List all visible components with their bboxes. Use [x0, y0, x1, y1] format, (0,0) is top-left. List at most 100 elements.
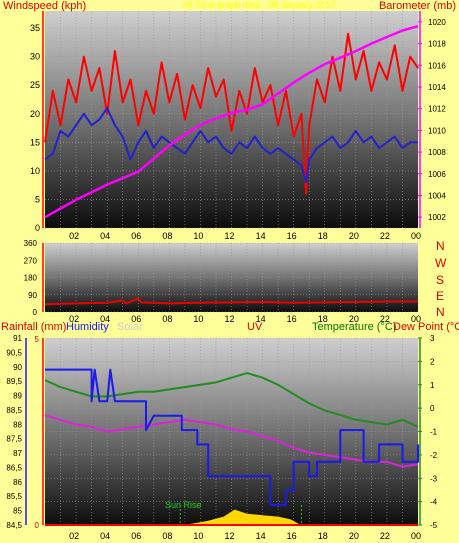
direction-tick-label: 0 [33, 308, 38, 317]
temperature-tick-label: 2 [430, 357, 435, 366]
temperature-tick-label: 3 [430, 334, 435, 343]
humidity-tick-label: 89,5 [6, 377, 22, 386]
y-left-tick-label: 0 [35, 223, 40, 233]
temperature-tick-label: 0 [430, 404, 435, 413]
x-tick-label: 00 [411, 314, 421, 324]
x-tick-label: 16 [287, 314, 297, 324]
direction-tick-label: 360 [24, 239, 38, 248]
x-tick-label: 18 [318, 531, 328, 541]
sunrise-label: Sun Rise [165, 500, 202, 510]
y-left-tick-label: 35 [30, 23, 40, 33]
humidity-axis-title: Humidity [66, 321, 109, 333]
x-tick-label: 20 [349, 231, 359, 241]
x-tick-label: 02 [69, 314, 79, 324]
x-tick-label: 10 [193, 231, 203, 241]
x-tick-label: 18 [318, 314, 328, 324]
x-tick-label: 22 [380, 231, 390, 241]
y-left-tick-label: 15 [30, 137, 40, 147]
humidity-tick-label: 87,5 [6, 435, 22, 444]
x-tick-label: 08 [162, 531, 172, 541]
x-tick-label: 14 [256, 314, 266, 324]
compass-n-bottom: N [436, 305, 445, 319]
barometer-line [44, 24, 419, 219]
x-tick-label: 00 [411, 231, 421, 241]
rainfall-axis-title: Rainfall (mm) [1, 321, 66, 333]
humidity-line [45, 368, 419, 506]
humidity-tick-label: 84,5 [6, 521, 22, 530]
humidity-tick-label: 85 [13, 507, 22, 516]
windspeed-axis-title: Windspeed (kph) [3, 0, 86, 12]
x-tick-label: 18 [318, 231, 328, 241]
humidity-tick-label: 90,5 [6, 348, 22, 357]
x-tick-label: 02 [69, 531, 79, 541]
solar-area [180, 509, 302, 525]
x-tick-label: 06 [131, 531, 141, 541]
x-tick-label: 10 [193, 314, 203, 324]
x-tick-label: 08 [162, 314, 172, 324]
humidity-tick-label: 86,5 [6, 463, 22, 472]
y-right-tick-label: 1008 [428, 148, 446, 157]
barometer-axis-title: Barometer (mb) [379, 0, 456, 12]
x-tick-label: 22 [380, 531, 390, 541]
x-tick-label: 06 [131, 231, 141, 241]
y-left-tick-label: 10 [30, 166, 40, 176]
direction-tick-label: 90 [28, 291, 37, 300]
x-tick-label: 08 [162, 231, 172, 241]
temperature-tick-label: 1 [430, 381, 435, 390]
compass-w: W [435, 256, 447, 270]
y-right-tick-label: 1012 [428, 105, 446, 114]
temperature-axis-title: Temperature (°C) [312, 321, 396, 333]
y-right-tick-label: 1004 [428, 191, 446, 200]
graph-title: All Time graph data - 08 January 2017 [183, 0, 336, 10]
y-right-tick-label: 1002 [428, 213, 446, 222]
x-tick-label: 12 [224, 531, 234, 541]
humidity-tick-label: 88,5 [6, 406, 22, 415]
rain-tick-label: 5 [35, 335, 40, 344]
x-tick-label: 04 [100, 531, 110, 541]
y-left-tick-label: 25 [30, 80, 40, 90]
x-tick-label: 04 [100, 231, 110, 241]
humidity-tick-label: 87 [13, 449, 22, 458]
y-left-tick-label: 30 [30, 52, 40, 62]
dewpoint-line [44, 414, 419, 468]
uv-axis-title: UV [247, 321, 263, 333]
temperature-tick-label: -2 [430, 451, 438, 460]
direction-tick-label: 180 [24, 274, 38, 283]
y-right-tick-label: 1018 [428, 40, 446, 49]
humidity-tick-label: 86 [13, 478, 22, 487]
x-tick-label: 02 [69, 231, 79, 241]
x-tick-label: 06 [131, 314, 141, 324]
temperature-tick-label: -1 [430, 428, 438, 437]
rain-tick-label: 0 [35, 521, 40, 530]
y-right-tick-label: 1014 [428, 83, 446, 92]
wind-direction-line [44, 297, 418, 306]
x-tick-label: 16 [287, 531, 297, 541]
x-tick-label: 12 [224, 314, 234, 324]
y-right-tick-label: 1006 [428, 170, 446, 179]
x-tick-label: 22 [380, 314, 390, 324]
compass-n-top: N [436, 239, 445, 253]
x-tick-label: 16 [287, 231, 297, 241]
wind-average-line [44, 107, 418, 184]
compass-s: S [436, 273, 444, 287]
solar-axis-title: Solar [117, 321, 143, 333]
y-right-tick-label: 1016 [428, 61, 446, 70]
humidity-tick-label: 85,5 [6, 492, 22, 501]
x-tick-label: 12 [224, 231, 234, 241]
x-tick-label: 00 [411, 531, 421, 541]
direction-tick-label: 270 [24, 256, 38, 265]
x-tick-label: 20 [349, 531, 359, 541]
temperature-tick-label: -3 [430, 474, 438, 483]
temperature-tick-label: -4 [430, 498, 438, 507]
y-right-tick-label: 1020 [428, 18, 446, 27]
dewpoint-axis-title: Dew Point (°C [393, 321, 459, 333]
y-left-tick-label: 5 [35, 194, 40, 204]
x-tick-label: 20 [349, 314, 359, 324]
y-right-tick-label: 1010 [428, 126, 446, 135]
x-tick-label: 04 [100, 314, 110, 324]
x-tick-label: 14 [256, 531, 266, 541]
y-left-tick-label: 20 [30, 109, 40, 119]
x-tick-label: 14 [256, 231, 266, 241]
